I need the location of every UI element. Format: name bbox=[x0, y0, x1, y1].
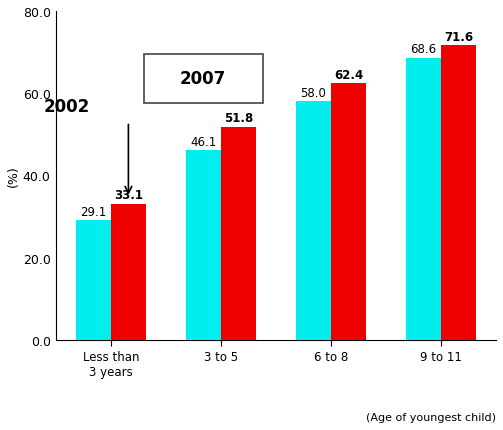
Bar bbox=[331, 84, 366, 340]
Bar bbox=[221, 128, 256, 340]
Text: 68.6: 68.6 bbox=[410, 43, 436, 56]
Text: 29.1: 29.1 bbox=[80, 206, 106, 218]
Text: 33.1: 33.1 bbox=[114, 189, 143, 202]
Text: 51.8: 51.8 bbox=[224, 112, 253, 125]
Text: 2007: 2007 bbox=[180, 70, 226, 88]
Bar bbox=[111, 204, 146, 340]
FancyBboxPatch shape bbox=[144, 55, 263, 104]
Text: (Age of youngest child): (Age of youngest child) bbox=[366, 412, 496, 422]
Text: 46.1: 46.1 bbox=[190, 135, 216, 149]
Bar bbox=[186, 151, 221, 340]
Y-axis label: (%): (%) bbox=[7, 165, 20, 187]
Text: 71.6: 71.6 bbox=[444, 31, 473, 44]
Text: 58.0: 58.0 bbox=[300, 87, 326, 100]
Bar bbox=[75, 221, 111, 340]
Bar bbox=[296, 102, 331, 340]
Text: 62.4: 62.4 bbox=[334, 69, 363, 82]
Bar bbox=[441, 46, 476, 340]
Text: 2002: 2002 bbox=[44, 97, 90, 115]
Bar bbox=[405, 59, 441, 340]
